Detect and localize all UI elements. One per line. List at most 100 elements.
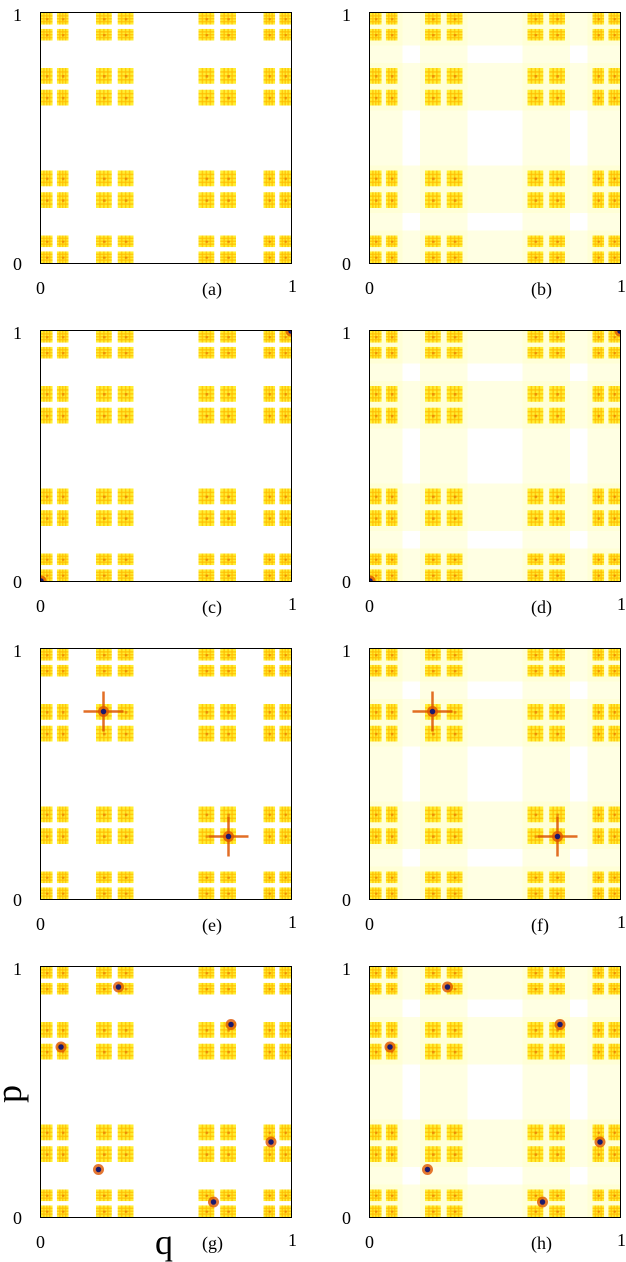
tile-core: [268, 336, 271, 339]
tile-core: [46, 34, 49, 37]
tile-core: [534, 876, 538, 879]
fine-stripe: [436, 725, 438, 742]
fine-stripe: [287, 68, 289, 84]
tile-core: [432, 876, 435, 879]
fine-stripe: [56, 715, 69, 717]
fine-stripe: [457, 806, 460, 823]
fine-stripe: [457, 569, 460, 581]
tile-core: [268, 1210, 271, 1213]
fine-stripe: [446, 499, 463, 502]
heatmap-a: [41, 13, 291, 263]
tile-core: [453, 892, 457, 895]
fine-stripe: [198, 817, 215, 820]
fine-stripe: [608, 1213, 620, 1215]
fine-stripe: [538, 871, 541, 884]
tile-core: [227, 1029, 230, 1032]
fine-stripe: [600, 725, 602, 742]
tile-core: [534, 574, 538, 577]
hotspot: [58, 1044, 64, 1050]
tile-core: [103, 414, 106, 418]
tile-core: [205, 336, 209, 339]
tile-core: [46, 813, 49, 817]
fine-stripe: [425, 79, 441, 81]
tile-core: [124, 1210, 128, 1213]
fine-stripe: [446, 715, 463, 717]
fine-stripe: [287, 170, 289, 187]
tile-core: [268, 75, 271, 78]
fine-stripe: [220, 1197, 236, 1199]
fine-stripe: [64, 569, 67, 581]
tile-core: [391, 336, 394, 339]
fine-stripe: [96, 1054, 112, 1057]
tile-core: [597, 558, 600, 561]
fine-stripe: [263, 990, 276, 993]
fine-stripe: [56, 1135, 69, 1138]
fine-stripe: [436, 1043, 438, 1060]
tile-core: [432, 34, 435, 37]
fine-stripe: [457, 1146, 460, 1162]
halo-row-band: [370, 649, 620, 682]
fine-stripe: [446, 1135, 463, 1138]
fine-stripe: [64, 649, 67, 661]
tile-core: [268, 96, 271, 100]
tile-core: [284, 654, 287, 657]
tile-core: [391, 972, 394, 975]
tile-core: [205, 558, 209, 561]
fine-stripe: [608, 338, 620, 341]
fine-stripe: [549, 203, 565, 205]
fine-stripe: [538, 235, 541, 248]
fine-stripe: [56, 561, 69, 563]
fine-stripe: [41, 1135, 53, 1138]
fine-stripe: [393, 704, 396, 720]
tile-core: [613, 414, 616, 418]
hotspot: [554, 833, 561, 840]
fine-stripe: [128, 13, 131, 25]
fine-stripe: [231, 346, 233, 359]
tile-core: [432, 670, 435, 673]
tile-core: [62, 240, 65, 243]
fine-stripe: [220, 561, 236, 563]
tile-core: [432, 414, 435, 418]
fine-stripe: [608, 736, 620, 739]
fine-stripe: [385, 36, 398, 39]
fine-stripe: [41, 656, 53, 659]
fine-stripe: [436, 982, 438, 995]
fine-stripe: [48, 1205, 51, 1217]
tile-core: [534, 732, 538, 736]
fine-stripe: [600, 806, 602, 823]
fine-stripe: [96, 1213, 112, 1215]
tile-core: [103, 18, 106, 21]
hotspot: [268, 1139, 274, 1145]
tile-core: [227, 517, 230, 520]
fine-stripe: [271, 1189, 273, 1202]
tile-core: [391, 732, 394, 736]
fine-stripe: [279, 1033, 291, 1035]
halo-col-band: [522, 13, 570, 263]
fine-stripe: [446, 839, 463, 841]
tile-core: [205, 414, 209, 418]
fine-stripe: [220, 499, 236, 502]
fine-stripe: [48, 1189, 51, 1202]
fine-stripe: [48, 569, 51, 581]
tile-core: [268, 670, 271, 673]
fine-stripe: [263, 521, 276, 523]
tile-core: [597, 1050, 600, 1054]
fine-stripe: [128, 170, 131, 187]
fine-stripe: [107, 170, 109, 187]
fine-stripe: [527, 354, 544, 357]
fine-stripe: [527, 100, 544, 103]
x-tick-max: 1: [288, 594, 297, 614]
fine-stripe: [287, 982, 289, 995]
fine-stripe: [117, 1157, 134, 1159]
fine-stripe: [600, 828, 602, 844]
tile-core: [375, 18, 378, 21]
fine-stripe: [538, 649, 541, 661]
fine-stripe: [96, 20, 112, 23]
fine-stripe: [560, 251, 562, 263]
fine-stripe: [457, 331, 460, 343]
tile-core: [124, 240, 128, 243]
fine-stripe: [209, 1146, 212, 1162]
fine-stripe: [608, 879, 620, 881]
fine-stripe: [64, 664, 67, 677]
fine-stripe: [287, 1205, 289, 1217]
